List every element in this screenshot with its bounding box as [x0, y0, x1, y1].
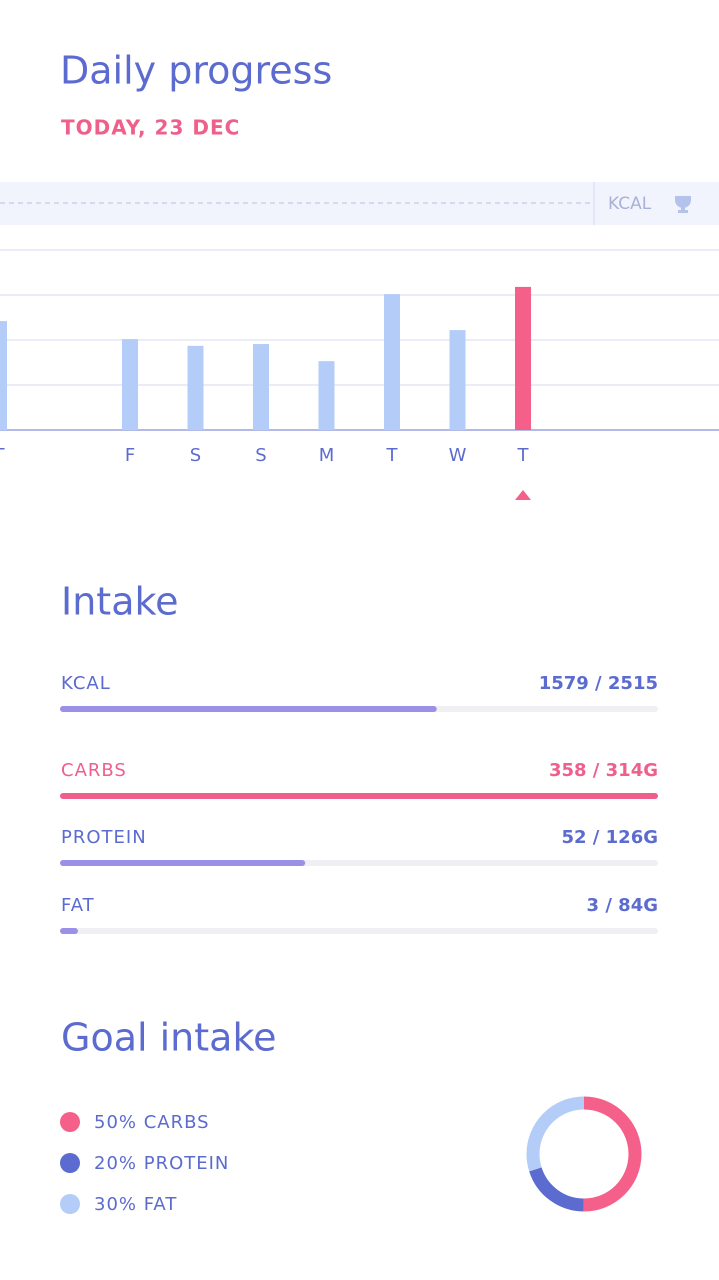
intake-title: Intake [61, 580, 179, 624]
donut-segment [526, 1096, 642, 1212]
intake-label: PROTEIN [61, 827, 147, 848]
goal-label: KCAL [608, 194, 652, 214]
legend-dot [60, 1194, 80, 1214]
trophy-icon [675, 196, 691, 213]
intake-label: KCAL [61, 673, 111, 694]
bar [515, 286, 531, 430]
title: Daily progress [60, 49, 332, 93]
legend-label: 20% PROTEIN [94, 1153, 229, 1174]
progress-bar [60, 706, 437, 712]
bar [449, 330, 466, 430]
intake-amount: 52 / 126G [561, 827, 658, 848]
progress-bar [60, 928, 78, 934]
x-tick-label: S [190, 445, 201, 466]
intake-amount: 3 / 84G [587, 895, 658, 916]
x-tick-label: T [386, 445, 399, 466]
intake-amount: 358 / 314G [549, 760, 658, 781]
x-tick-label: F [125, 445, 135, 466]
selected-marker [515, 490, 531, 500]
x-tick-label: T [517, 445, 530, 466]
x-tick-label: T [0, 445, 6, 466]
legend-label: 30% FAT [94, 1194, 177, 1215]
goal-title: Goal intake [61, 1016, 276, 1060]
bar [318, 361, 335, 430]
x-tick-label: M [319, 445, 335, 466]
bar [253, 344, 269, 430]
bar [122, 339, 138, 430]
bar [187, 345, 204, 430]
intake-amount: 1579 / 2515 [539, 673, 658, 694]
legend-dot [60, 1153, 80, 1173]
bar [384, 294, 400, 430]
x-tick-label: S [255, 445, 266, 466]
subtitle: TODAY, 23 DEC [61, 116, 240, 140]
legend-dot [60, 1112, 80, 1132]
bar [0, 321, 7, 430]
progress-bar [60, 793, 658, 799]
legend-label: 50% CARBS [94, 1112, 210, 1133]
progress-bar [60, 860, 306, 866]
intake-label: FAT [61, 895, 95, 916]
intake-label: CARBS [61, 760, 127, 781]
x-tick-label: W [449, 445, 467, 466]
progress-track [60, 928, 658, 934]
